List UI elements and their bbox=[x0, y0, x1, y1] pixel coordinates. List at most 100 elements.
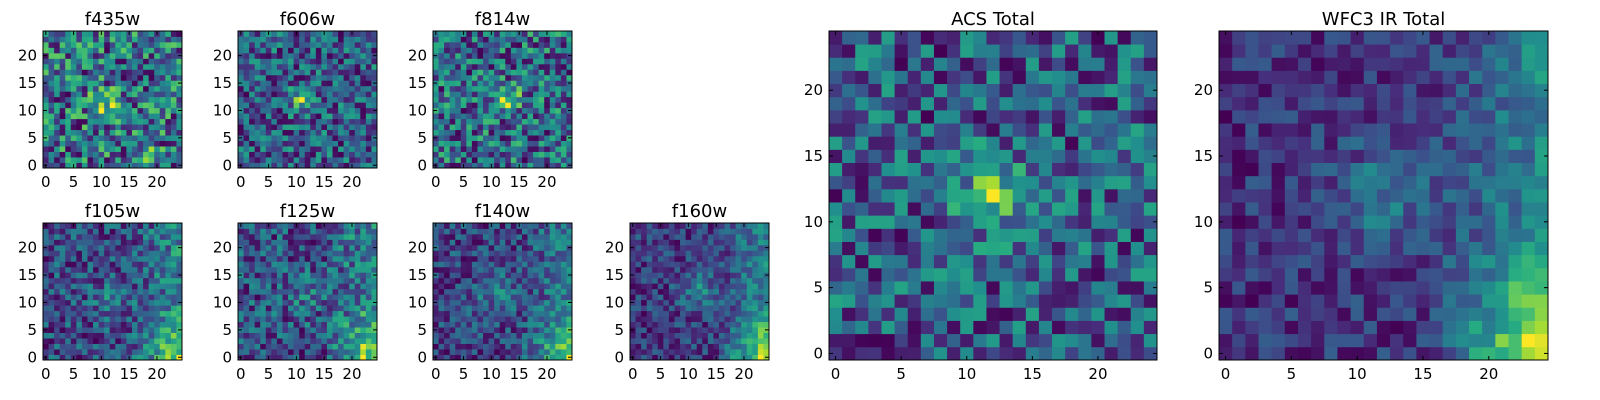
heatmap-cell bbox=[76, 151, 83, 158]
heatmap-cell bbox=[1052, 333, 1066, 348]
heatmap-cell bbox=[433, 349, 439, 355]
heatmap-cell bbox=[332, 244, 339, 251]
heatmap-cell bbox=[299, 113, 306, 120]
heatmap-cell bbox=[707, 354, 714, 361]
heatmap-cell bbox=[566, 233, 573, 240]
heatmap-cell bbox=[371, 266, 378, 273]
heatmap-cell bbox=[685, 321, 692, 328]
heatmap-cell bbox=[1052, 346, 1066, 361]
heatmap-cell bbox=[65, 332, 72, 339]
heatmap-cell bbox=[560, 162, 567, 169]
heatmap-cell bbox=[131, 294, 138, 301]
heatmap-cell bbox=[691, 349, 698, 355]
heatmap-cell bbox=[304, 74, 311, 81]
heatmap-cell bbox=[109, 261, 116, 268]
heatmap-cell bbox=[674, 349, 681, 355]
heatmap-cell bbox=[494, 69, 501, 76]
heatmap-cell bbox=[293, 310, 300, 317]
heatmap-cell bbox=[724, 332, 731, 339]
heatmap-cell bbox=[544, 305, 551, 312]
heatmap-cell bbox=[338, 283, 345, 290]
heatmap-cell bbox=[560, 140, 567, 147]
heatmap-cell bbox=[707, 244, 714, 251]
heatmap-cell bbox=[549, 343, 556, 350]
heatmap-cell bbox=[170, 36, 177, 43]
heatmap-cell bbox=[326, 96, 333, 103]
heatmap-cell bbox=[338, 47, 345, 54]
heatmap-cell bbox=[549, 310, 556, 317]
heatmap-cell bbox=[635, 305, 642, 312]
heatmap-cell bbox=[947, 175, 961, 190]
heatmap-cell bbox=[691, 244, 698, 251]
heatmap-cell bbox=[260, 294, 267, 301]
heatmap-cell bbox=[829, 281, 843, 295]
heatmap-cell bbox=[54, 124, 61, 131]
heatmap-cell bbox=[713, 316, 720, 323]
heatmap-cell bbox=[505, 80, 512, 87]
heatmap-cell bbox=[510, 266, 517, 273]
heatmap-cell bbox=[321, 310, 328, 317]
heatmap-cell bbox=[238, 85, 244, 92]
heatmap-cell bbox=[148, 91, 155, 98]
heatmap-cell bbox=[326, 80, 333, 87]
heatmap-cell bbox=[271, 283, 278, 290]
heatmap-cell bbox=[54, 316, 61, 323]
heatmap-cell bbox=[483, 283, 489, 290]
heatmap-cell bbox=[674, 305, 681, 312]
heatmap-cell bbox=[276, 74, 283, 81]
heatmap-cell bbox=[115, 354, 122, 361]
heatmap-cell bbox=[566, 343, 573, 350]
heatmap-cell bbox=[483, 305, 489, 312]
heatmap-cell bbox=[533, 91, 540, 98]
heatmap-cell bbox=[148, 151, 155, 158]
heatmap-cell bbox=[449, 36, 456, 43]
heatmap-cell bbox=[59, 327, 66, 333]
heatmap-cell bbox=[93, 36, 99, 43]
heatmap-cell bbox=[527, 294, 534, 301]
heatmap-cell bbox=[702, 321, 709, 328]
heatmap-cell bbox=[1038, 202, 1053, 216]
heatmap-cell bbox=[299, 91, 306, 98]
heatmap-cell bbox=[560, 41, 567, 48]
heatmap-cell bbox=[326, 261, 333, 268]
heatmap-cell bbox=[444, 52, 451, 59]
heatmap-cell bbox=[521, 228, 528, 235]
heatmap-cell bbox=[288, 96, 294, 103]
heatmap-cell bbox=[444, 36, 451, 43]
heatmap-cell bbox=[960, 267, 974, 282]
heatmap-cell bbox=[137, 305, 144, 312]
heatmap-cell bbox=[444, 272, 451, 279]
heatmap-cell bbox=[282, 233, 289, 240]
heatmap-cell bbox=[249, 228, 256, 235]
heatmap-cell bbox=[635, 233, 642, 240]
heatmap-cell bbox=[148, 255, 155, 262]
heatmap-cell bbox=[696, 338, 703, 344]
heatmap-cell bbox=[154, 277, 161, 284]
heatmap-cell bbox=[87, 338, 94, 344]
heatmap-cell bbox=[282, 69, 289, 76]
heatmap-cell bbox=[641, 266, 648, 273]
heatmap-cell bbox=[365, 96, 372, 103]
heatmap-cell bbox=[505, 162, 512, 169]
heatmap-cell bbox=[724, 343, 731, 350]
heatmap-cell bbox=[137, 63, 144, 70]
heatmap-cell bbox=[48, 294, 55, 301]
heatmap-cell bbox=[148, 74, 155, 81]
heatmap-cell bbox=[354, 157, 361, 163]
heatmap-cell bbox=[170, 299, 177, 306]
heatmap-cell bbox=[471, 332, 478, 339]
heatmap-cell bbox=[238, 140, 244, 147]
heatmap-cell bbox=[293, 228, 300, 235]
heatmap-cell bbox=[680, 349, 686, 355]
heatmap-cell bbox=[315, 124, 322, 131]
heatmap-cell bbox=[98, 58, 105, 65]
heatmap-cell bbox=[641, 332, 648, 339]
heatmap-cell bbox=[455, 349, 462, 355]
heatmap-cell bbox=[533, 85, 540, 92]
heatmap-cell bbox=[43, 113, 49, 120]
heatmap-cell bbox=[868, 202, 882, 216]
heatmap-cell bbox=[444, 332, 451, 339]
heatmap-cell bbox=[499, 135, 506, 141]
heatmap-cell bbox=[646, 266, 653, 273]
heatmap-cell bbox=[516, 102, 523, 109]
